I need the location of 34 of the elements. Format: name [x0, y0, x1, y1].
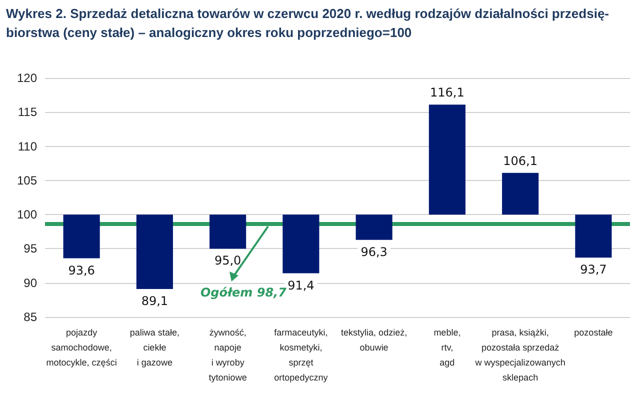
- bar: [210, 214, 246, 249]
- data-label: 106,1: [503, 154, 538, 168]
- bar: [136, 214, 173, 290]
- bar: [428, 104, 466, 215]
- bar: [282, 214, 320, 274]
- y-tick-label: 95: [24, 242, 38, 256]
- data-label: 116,1: [430, 86, 464, 100]
- data-label: 89,1: [141, 294, 168, 308]
- y-tick-label: 110: [18, 139, 38, 154]
- bar: [356, 214, 392, 240]
- bar: [63, 214, 100, 258]
- x-tick-label: tekstylia, odzież, obuwie: [341, 328, 408, 352]
- x-tick-label: meble, rtv, agd: [434, 328, 461, 368]
- data-label: 93,6: [68, 263, 95, 278]
- x-tick-label: paliwa stałe, ciekłe i gazowe: [130, 328, 180, 368]
- data-label: 96,3: [360, 244, 388, 259]
- y-tick-label: 115: [18, 105, 38, 120]
- x-tick-label: prasa, książki, pozostała sprzedaż w wyspecjalizowanych sklepach: [474, 328, 566, 382]
- x-tick-label: pojazdy samochodowe, motocykle, części: [46, 328, 117, 368]
- data-label: 93,7: [580, 262, 607, 277]
- x-tick-label: pozostałe: [574, 328, 613, 338]
- chart-title: Wykres 2. Sprzedaż detaliczna towarów w czerwcu 2020 r. według rodzajów działalności przedsię- biorstwa (ceny stałe) – analogiczny okres roku poprzedniego=100: [6, 5, 610, 42]
- y-tick-label: 85: [24, 310, 38, 324]
- x-tick-label: farmaceutyki, kosmetyki, sprzęt ortopedyczny: [274, 328, 328, 382]
- data-label: 91,4: [288, 278, 314, 292]
- y-tick-label: 120: [16, 71, 38, 85]
- y-tick-label: 100: [16, 208, 38, 222]
- data-label: 95,0: [214, 254, 242, 268]
- x-tick-label: żywność, napoje i wyroby tytoniowe: [208, 328, 247, 382]
- y-tick-label: 105: [16, 173, 38, 188]
- ref-line-label: Ogółem 98,7: [200, 285, 288, 300]
- bar: [502, 172, 539, 215]
- bar: [575, 214, 612, 258]
- y-tick-label: 90: [24, 276, 38, 290]
